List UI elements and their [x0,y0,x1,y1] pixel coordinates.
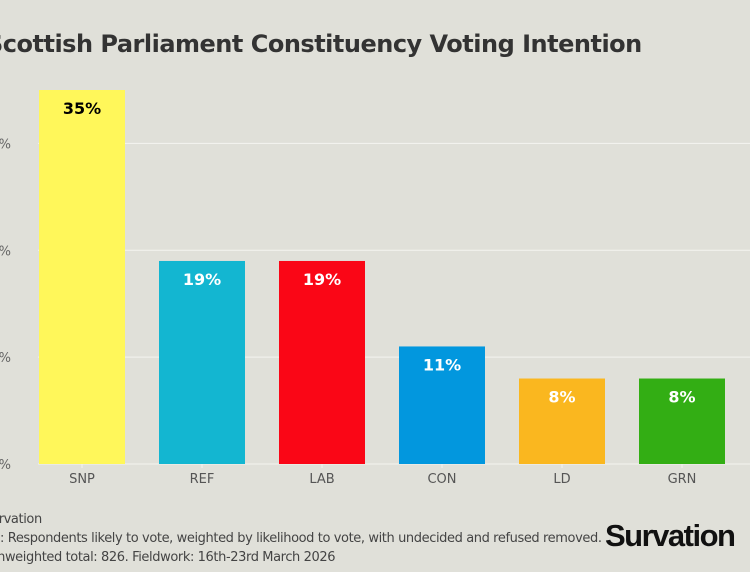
y-tick-label: 20% [0,244,11,259]
bar-ref [159,260,245,464]
bar-lab [279,260,365,464]
data-label: 19% [183,270,221,289]
x-tick-label: SNP [69,472,95,487]
x-tick-label: LAB [309,472,334,487]
x-tick-label: REF [190,472,215,487]
source-note: Survation [0,512,42,527]
data-label: 35% [63,99,101,118]
y-tick-label: 10% [0,351,11,366]
x-tick-label: GRN [668,472,697,487]
base-note: Base: Respondents likely to vote, weight… [0,531,602,546]
x-tick-label: LD [553,472,570,487]
y-tick-label: 30% [0,137,11,152]
fieldwork-note: Unweighted total: 826. Fieldwork: 16th-2… [0,550,336,565]
bar-ld [519,378,605,464]
chart-title: Scottish Parliament Constituency Voting … [0,30,642,58]
bar-snp [39,90,125,464]
data-label: 8% [548,388,575,407]
survation-logo: Survation [605,518,736,553]
bar-grn [639,378,725,464]
bar-chart: 0% 10% 20% 30% 35% SNP 19% REF 19% LAB 11% CON 8% LD 8… [0,90,750,487]
data-label: 11% [423,355,461,374]
data-label: 19% [303,270,341,289]
x-tick-label: CON [427,472,456,487]
y-tick-label: 0% [0,458,11,473]
data-label: 8% [668,388,695,407]
bar-con [399,346,485,464]
